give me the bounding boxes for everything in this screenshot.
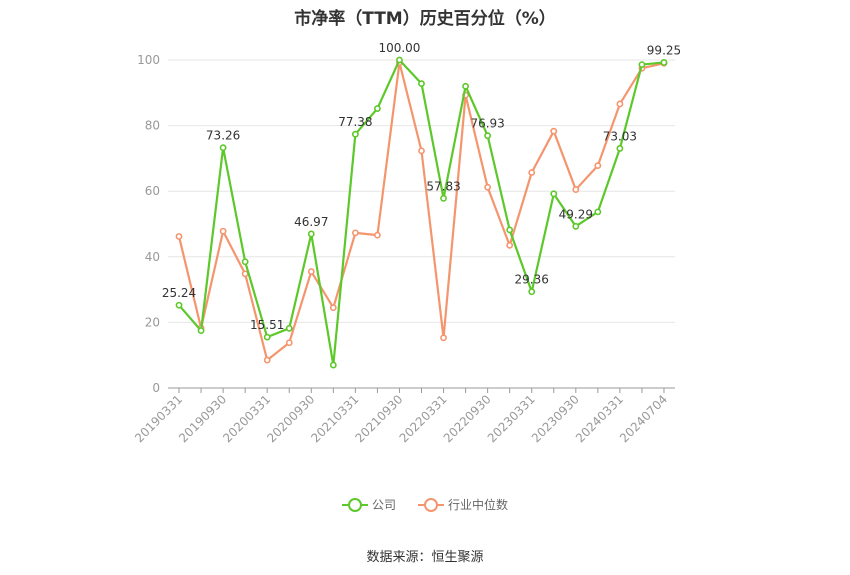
- series-0-point: [484, 132, 492, 140]
- legend-marker-industry-median: [418, 497, 444, 512]
- source-note: 数据来源：恒生聚源: [366, 550, 484, 565]
- series-1-point: [594, 162, 602, 170]
- data-label: 77.38: [338, 115, 372, 129]
- series-0-point: [307, 230, 315, 238]
- series-0-point: [418, 80, 425, 88]
- series-0-point: [263, 333, 271, 341]
- series-0-point: [616, 145, 624, 152]
- data-label: 25.24: [162, 286, 196, 300]
- data-label: 57.83: [426, 179, 460, 193]
- series-0-point: [396, 56, 403, 64]
- data-label: 73.03: [603, 129, 637, 143]
- series-1-point: [616, 100, 624, 108]
- y-tick-label: 20: [145, 315, 160, 329]
- series-0-point: [440, 194, 447, 202]
- y-tick-label: 60: [145, 184, 160, 198]
- chart-title: 市净率（TTM）历史百分位（%）: [294, 9, 556, 29]
- data-label: 73.26: [206, 129, 240, 143]
- series-0-point: [219, 144, 227, 152]
- data-label: 100.00: [378, 41, 420, 55]
- chart-legend: 公司 行业中位数: [0, 496, 850, 513]
- y-tick-label: 100: [137, 53, 160, 67]
- data-label: 29.36: [515, 273, 549, 287]
- series-1-point: [241, 270, 249, 278]
- y-tick-label: 80: [145, 119, 160, 133]
- y-tick-label: 40: [145, 250, 160, 264]
- legend-label-industry-median: 行业中位数: [448, 498, 509, 512]
- series-1-point: [263, 356, 271, 364]
- series-1-point: [528, 169, 536, 176]
- series-1-point: [572, 186, 580, 193]
- series-1-point: [418, 147, 425, 155]
- series-1-point: [175, 233, 183, 240]
- series-0-point: [197, 327, 205, 334]
- series-1-point: [550, 127, 558, 135]
- series-1-point: [351, 229, 359, 237]
- series-0-point: [550, 190, 558, 198]
- series-0-point: [462, 82, 469, 90]
- legend-item-industry-median[interactable]: 行业中位数: [418, 496, 508, 513]
- legend-label-company: 公司: [371, 498, 396, 512]
- data-label: 49.29: [559, 207, 593, 221]
- series-0-point: [594, 208, 602, 216]
- series-1-point: [307, 268, 315, 275]
- series-0-point: [506, 226, 514, 234]
- series-0-point: [660, 59, 668, 66]
- x-tick-label: 20240704: [617, 392, 670, 445]
- series-0-point: [374, 105, 381, 112]
- series-0-point: [638, 61, 646, 68]
- data-label: 99.25: [647, 43, 681, 57]
- series-0-point: [285, 324, 293, 332]
- series-0-point: [572, 222, 580, 230]
- series-0-point: [329, 361, 337, 369]
- series-1-point: [506, 241, 514, 249]
- series-1-point: [219, 227, 227, 235]
- series-1-point: [285, 339, 293, 347]
- series-1-point: [440, 334, 447, 342]
- legend-marker-company: [341, 497, 368, 512]
- legend-item-company[interactable]: 公司: [341, 496, 396, 513]
- data-label: 76.93: [470, 117, 504, 131]
- data-label: 15.51: [250, 318, 284, 332]
- series-0-point: [241, 258, 249, 266]
- y-tick-label: 0: [152, 381, 160, 395]
- series-1-point: [329, 304, 337, 312]
- series-1-point: [484, 183, 492, 191]
- data-label: 46.97: [294, 215, 328, 229]
- chart-plot: 0204060801002019033120190930202003312020…: [132, 41, 681, 445]
- series-1-point: [374, 231, 381, 239]
- series-0-point: [175, 301, 183, 309]
- series-0-point: [528, 288, 536, 296]
- series-0-point: [351, 130, 359, 138]
